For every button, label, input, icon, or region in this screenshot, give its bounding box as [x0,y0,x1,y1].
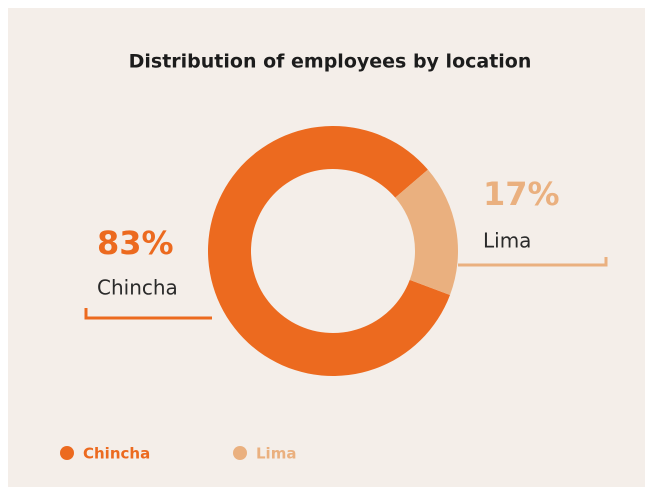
chart-title: Distribution of employees by location [129,51,532,73]
callout-line [458,257,608,267]
callout-line [84,308,212,320]
legend-label: Lima [256,445,296,463]
category-label: Lima [483,229,531,253]
legend-swatch [233,446,247,460]
value-label: 83% [97,224,174,262]
legend-label: Chincha [83,445,150,463]
panel [8,8,645,487]
donut-segment [208,126,451,376]
category-label: Chincha [97,276,178,300]
donut-segment [395,169,458,295]
value-label: 17% [483,175,560,213]
legend-swatch [60,446,74,460]
